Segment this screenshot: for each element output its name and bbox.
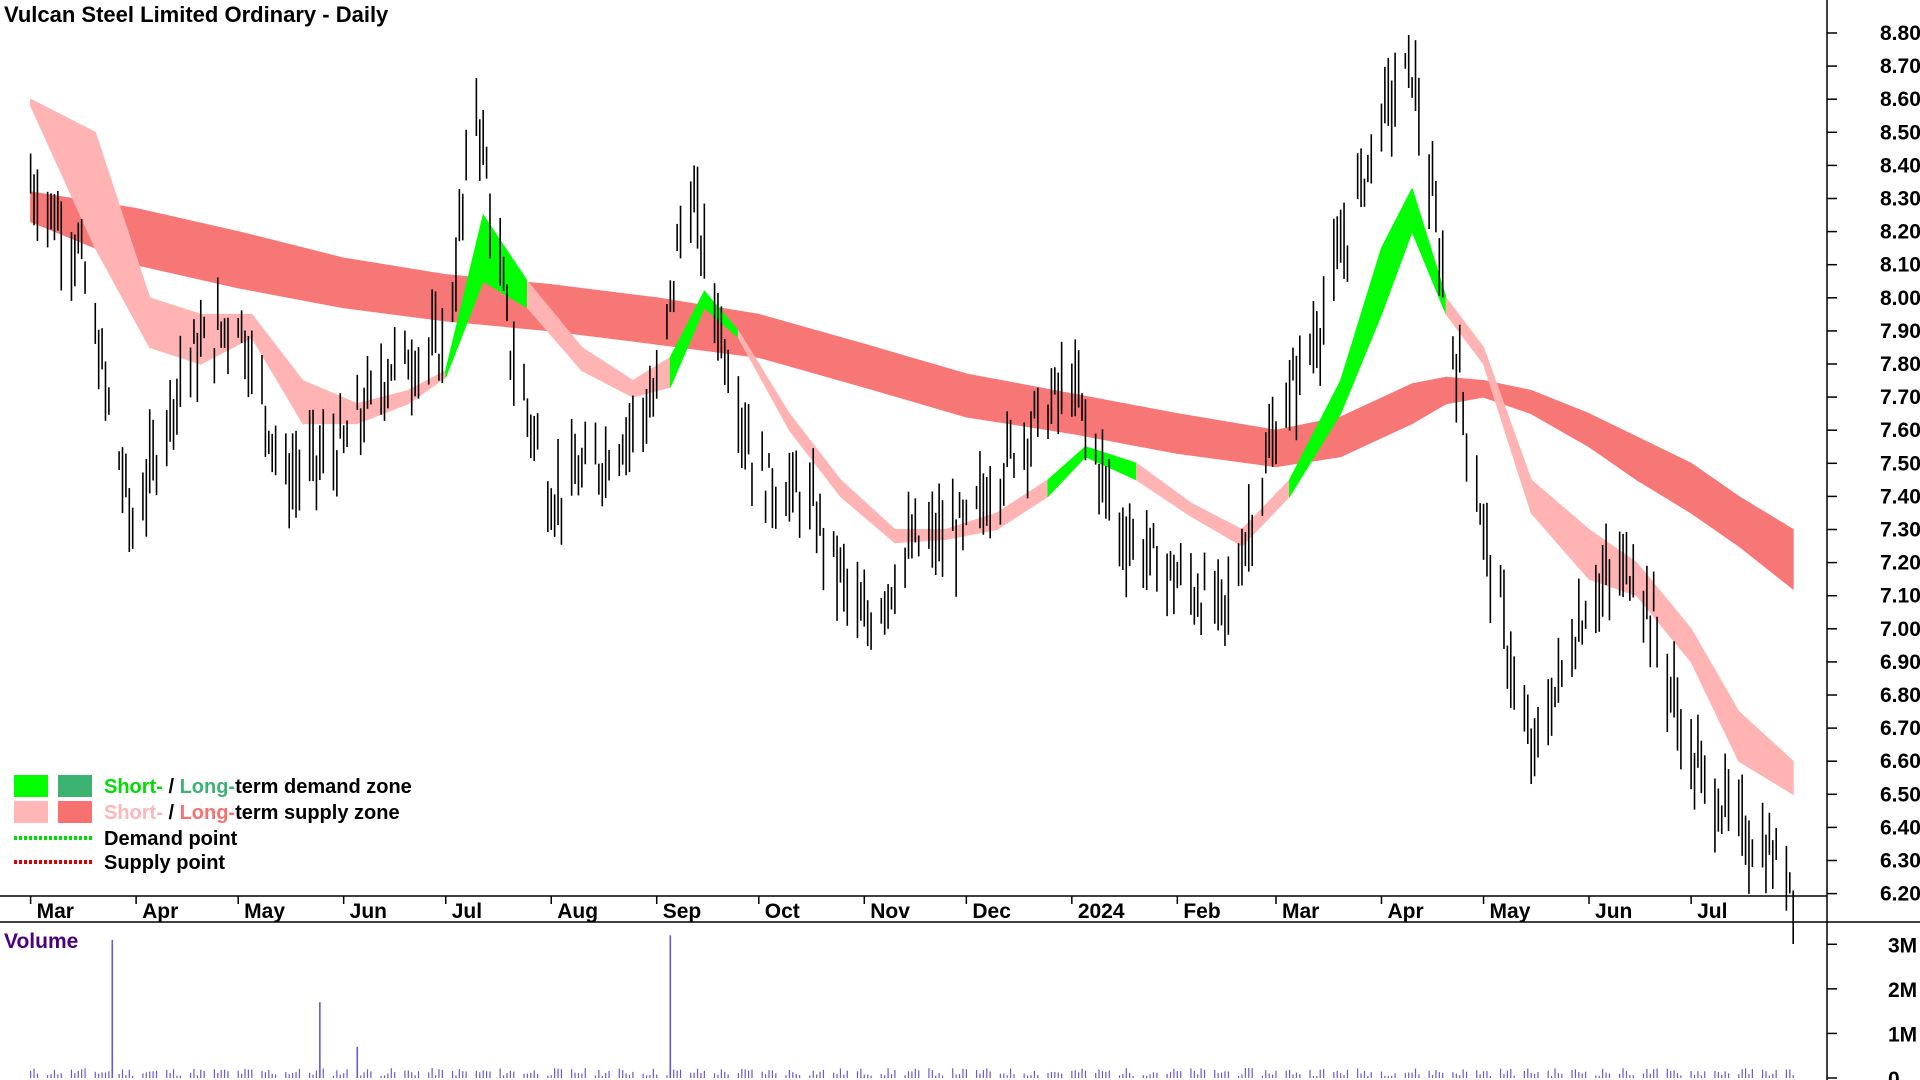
price-tick-label: 7.10: [1880, 585, 1920, 608]
time-axis: Mar Apr May Jun Jul Aug Sep Oct Nov Dec 2024 Feb Mar…: [29, 896, 1727, 923]
long-term-zone-segment: [1738, 495, 1794, 591]
month-label: Nov: [870, 900, 910, 923]
volume-tick-label: 0: [1888, 1068, 1900, 1080]
month-label: May: [244, 900, 285, 923]
volume-title: Volume: [4, 930, 78, 953]
month-label: 2024: [1078, 900, 1125, 923]
volume-bars: [30, 935, 1794, 1078]
month-label: Apr: [142, 900, 178, 923]
price-tick-label: 6.20: [1880, 883, 1920, 906]
price-tick-label: 6.40: [1880, 816, 1920, 839]
price-tick-label: 8.80: [1880, 22, 1920, 45]
month-label: Jun: [1595, 900, 1632, 923]
price-tick-label: 7.00: [1880, 618, 1920, 641]
price-tick-label: 6.50: [1880, 783, 1920, 806]
month-label: Jul: [452, 900, 482, 923]
price-tick-label: 7.90: [1880, 320, 1920, 343]
price-bars: [29, 34, 1794, 945]
month-label: Feb: [1183, 900, 1220, 923]
month-label: Jun: [350, 900, 387, 923]
month-label: Apr: [1387, 900, 1423, 923]
price-tick-label: 8.70: [1880, 55, 1920, 78]
price-tick-label: 7.50: [1880, 452, 1920, 475]
month-label: Dec: [972, 900, 1011, 923]
price-tick-label: 7.30: [1880, 519, 1920, 542]
legend: Short- / Long-term demand zone Short- / …: [14, 775, 412, 874]
month-label: Sep: [663, 900, 702, 923]
price-tick-label: 7.40: [1880, 485, 1920, 508]
price-tick-label: 7.80: [1880, 353, 1920, 376]
price-tick-label: 6.80: [1880, 684, 1920, 707]
zone-bands: [30, 98, 1794, 796]
legend-swatch-short-demand: [14, 775, 48, 797]
month-label: Oct: [765, 900, 800, 923]
price-tick-label: 7.60: [1880, 419, 1920, 442]
price-tick-label: 6.70: [1880, 717, 1920, 740]
legend-swatch-long-supply: [58, 801, 92, 823]
legend-supply-zone: Short- / Long-term supply zone: [104, 802, 400, 824]
month-label: Mar: [1282, 900, 1319, 923]
price-tick-label: 6.60: [1880, 750, 1920, 773]
price-tick-label: 8.40: [1880, 154, 1920, 177]
chart-title: Vulcan Steel Limited Ordinary - Daily: [4, 2, 389, 27]
month-label: May: [1490, 900, 1531, 923]
price-tick-label: 7.70: [1880, 386, 1920, 409]
price-tick-label: 8.60: [1880, 88, 1920, 111]
legend-swatch-long-demand: [58, 775, 92, 797]
volume-tick-label: 2M: [1888, 979, 1917, 1002]
price-axis: 8.80 8.70 8.60 8.50 8.40 8.30 8.20 8.10 8.00 7.90…: [1827, 22, 1920, 906]
price-tick-label: 6.30: [1880, 850, 1920, 873]
volume-tick-label: 1M: [1888, 1023, 1917, 1046]
legend-demand-point: Demand point: [104, 828, 238, 850]
price-tick-label: 7.20: [1880, 552, 1920, 575]
price-tick-label: 8.00: [1880, 287, 1920, 310]
price-tick-label: 8.10: [1880, 254, 1920, 277]
short-term-zone-segment: [1738, 710, 1794, 796]
volume-axis: 3M 2M 1M 0: [1827, 934, 1917, 1080]
legend-demand-zone: Short- / Long-term demand zone: [104, 776, 412, 798]
month-label: Jul: [1697, 900, 1727, 923]
volume-tick-label: 3M: [1888, 934, 1917, 957]
price-tick-label: 8.50: [1880, 121, 1920, 144]
price-tick-label: 6.90: [1880, 651, 1920, 674]
price-tick-label: 8.30: [1880, 188, 1920, 211]
price-tick-label: 8.20: [1880, 221, 1920, 244]
month-label: Aug: [557, 900, 598, 923]
month-label: Mar: [37, 900, 74, 923]
legend-supply-point: Supply point: [104, 852, 225, 874]
legend-swatch-short-supply: [14, 801, 48, 823]
